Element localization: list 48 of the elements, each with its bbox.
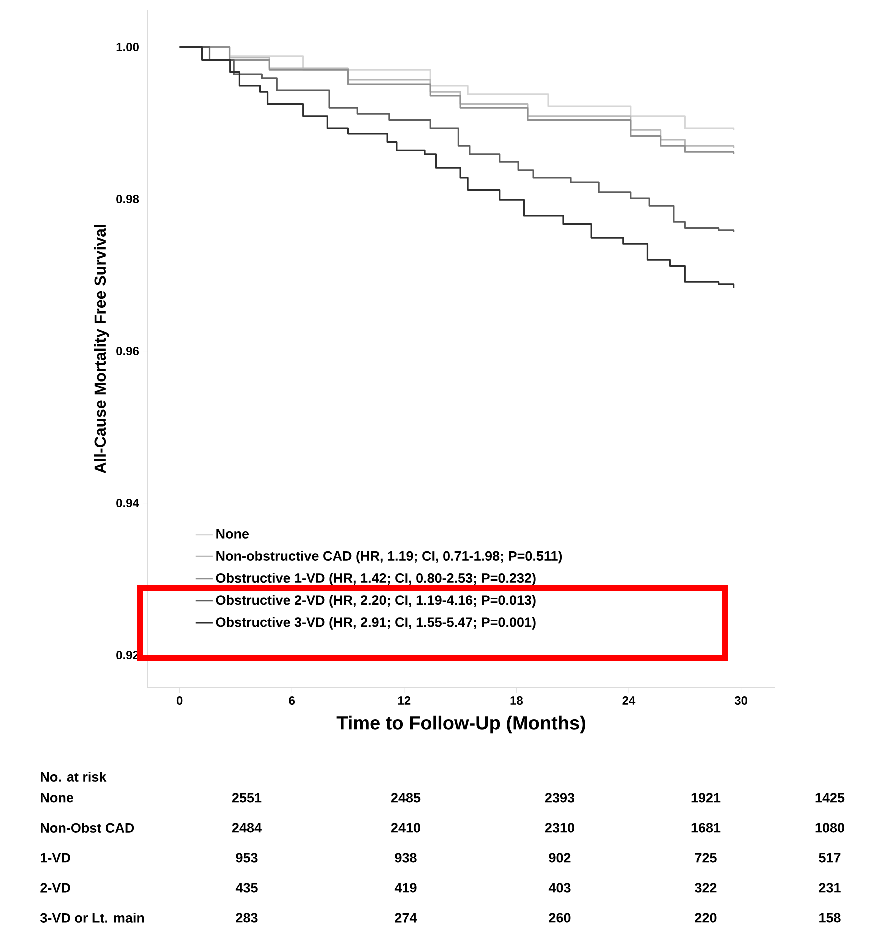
text: 322: [695, 883, 717, 893]
text: 2485: [391, 793, 421, 803]
text: 2310: [545, 823, 574, 833]
text: 902: [549, 853, 571, 863]
text: 3-VD or Lt. main: [40, 913, 144, 923]
x-axis-title: Time to Follow-Up (Months): [336, 716, 586, 734]
text: 435: [236, 883, 258, 893]
x-tick-label: 6: [289, 696, 296, 706]
text: 725: [695, 853, 717, 863]
text: 274: [395, 913, 418, 923]
y-axis-title: All-Cause Mortality Free Survival: [94, 225, 110, 474]
text: 1425: [816, 793, 845, 803]
legend-label: Obstructive 1-VD (HR, 1.42; CI, 0.80-2.53; P=0.232): [216, 573, 536, 586]
y-tick-label: 1.00: [116, 43, 139, 52]
legend-label: Obstructive 3-VD (HR, 2.91; CI, 1.55-5.47; P=0.001): [216, 617, 536, 630]
text: 158: [820, 913, 841, 923]
text: 419: [394, 883, 417, 893]
text: 2-VD: [40, 883, 70, 893]
text: 260: [549, 913, 571, 923]
text: 2551: [232, 793, 262, 803]
y-tick-label: 0.98: [116, 195, 140, 204]
text: 938: [395, 853, 417, 863]
text: 220: [695, 913, 717, 923]
legend-label: None: [216, 529, 250, 539]
y-tick-label: 0.94: [116, 499, 140, 508]
text: 1921: [692, 793, 721, 803]
x-tick-label: 0: [176, 696, 183, 706]
x-tick-label: 18: [510, 696, 524, 706]
text: 1-VD: [41, 853, 70, 863]
text: 231: [819, 883, 841, 893]
x-tick-label: 12: [398, 696, 411, 705]
text: 403: [548, 883, 571, 893]
text: No. at risk: [41, 772, 107, 782]
text: 953: [236, 853, 258, 863]
x-tick-label: 24: [622, 696, 636, 705]
text: None: [41, 793, 74, 803]
text: 1681: [692, 823, 721, 833]
text: 2410: [391, 823, 420, 833]
text: 1080: [816, 823, 844, 833]
text: 2484: [232, 823, 262, 833]
x-tick-label: 30: [734, 696, 748, 706]
legend-label: Non-obstructive CAD (HR, 1.19; CI, 0.71-1.98; P=0.511): [216, 551, 562, 564]
y-tick-label: 0.96: [116, 347, 140, 356]
text: Non-Obst CAD: [41, 823, 134, 833]
text: 517: [819, 853, 841, 863]
text: 283: [236, 913, 258, 923]
legend-label: Obstructive 2-VD (HR, 2.20; CI, 1.19-4.16; P=0.013): [216, 595, 536, 608]
text: 2393: [545, 793, 575, 803]
